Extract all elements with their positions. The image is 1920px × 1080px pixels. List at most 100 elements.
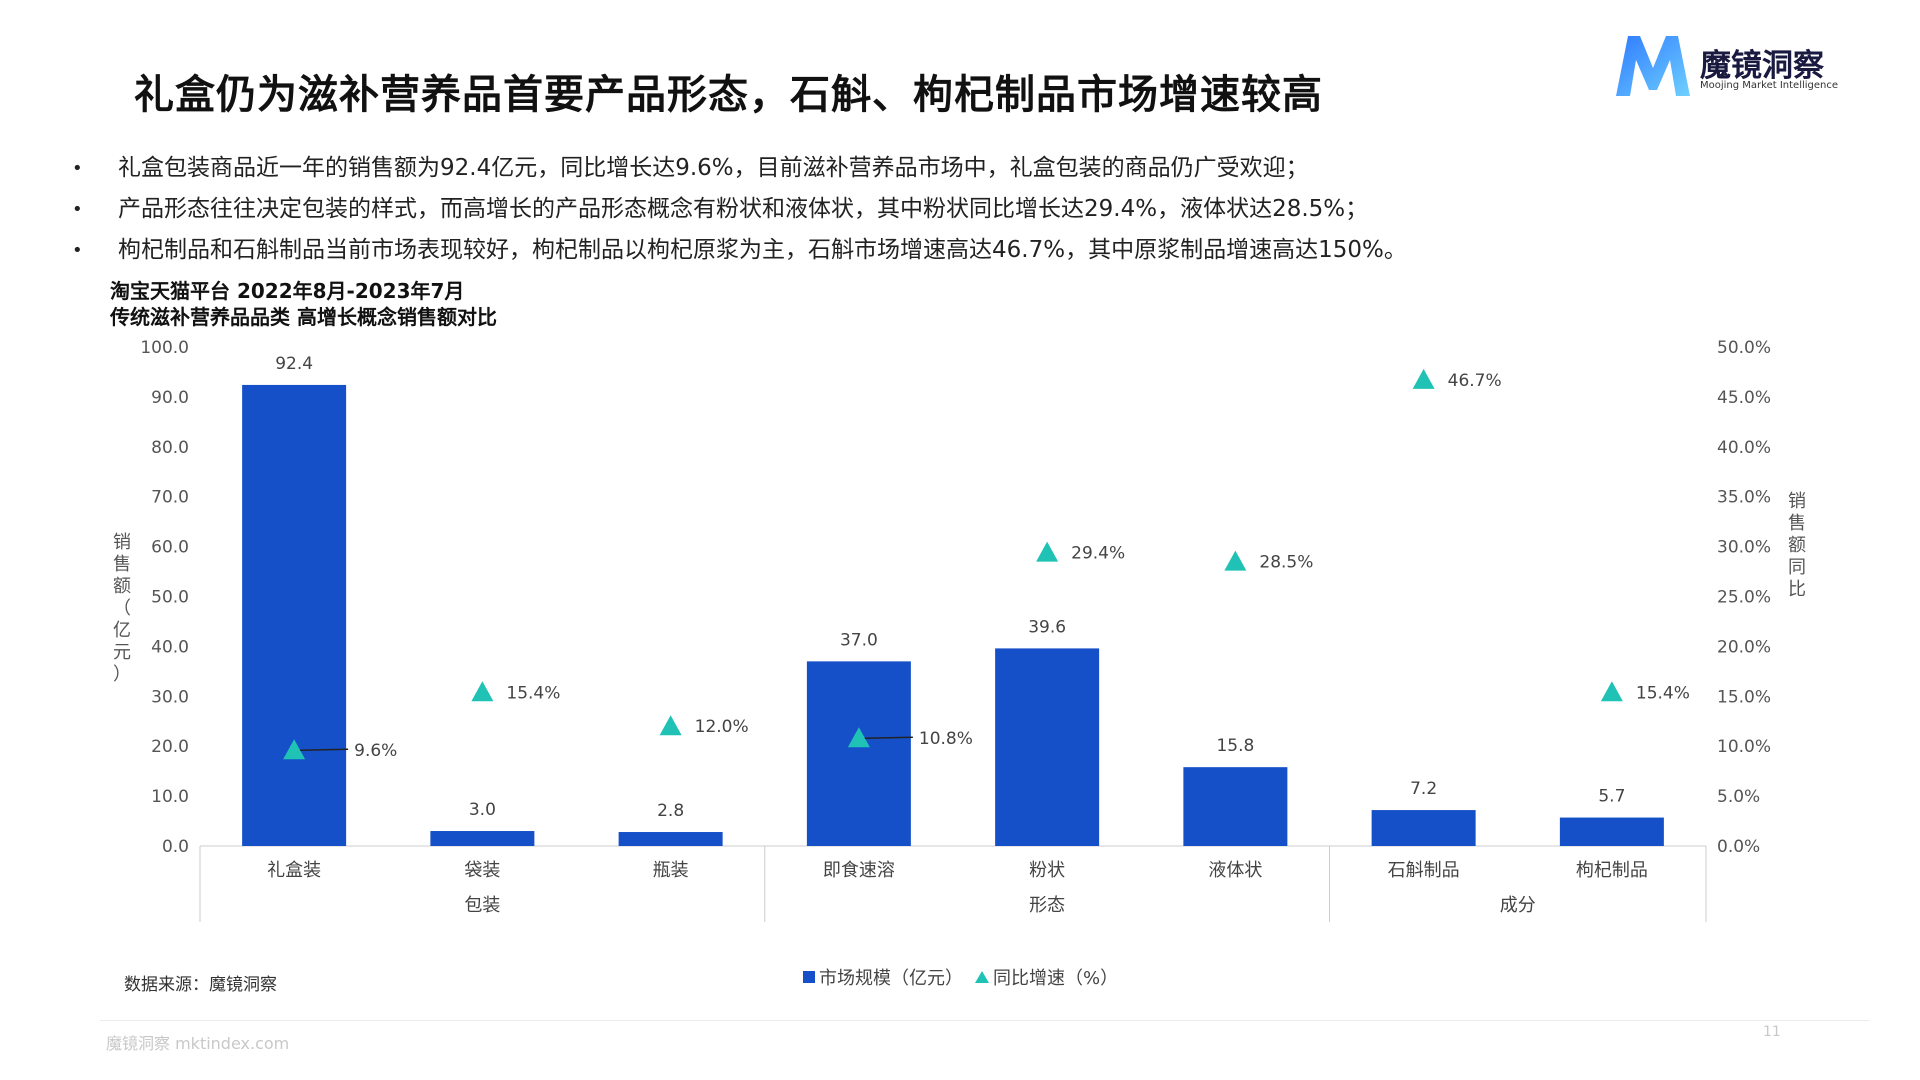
- y2-tick-label: 5.0%: [1717, 787, 1760, 807]
- category-label: 礼盒装: [267, 860, 321, 881]
- growth-value-label: 15.4%: [1636, 683, 1690, 703]
- legend-bar-swatch: [803, 971, 815, 983]
- growth-value-label: 46.7%: [1448, 371, 1502, 391]
- y2-axis-label-char: 额: [1788, 535, 1806, 556]
- y-tick-label: 30.0: [151, 687, 189, 707]
- growth-value-label: 15.4%: [506, 683, 560, 703]
- growth-value-label: 9.6%: [354, 741, 397, 761]
- y-tick-label: 20.0: [151, 737, 189, 757]
- growth-triangle-marker: [1600, 681, 1623, 702]
- y2-axis-label-char: 销: [1788, 491, 1806, 512]
- y-axis-label-char: 销: [113, 532, 131, 553]
- legend-marker-label: 同比增速（%）: [993, 968, 1119, 989]
- category-label: 枸杞制品: [1576, 860, 1648, 881]
- y-tick-label: 100.0: [140, 338, 189, 358]
- y-tick-label: 70.0: [151, 488, 189, 508]
- category-label: 液体状: [1208, 860, 1262, 881]
- growth-label-leader: [864, 736, 913, 739]
- footer-brand: 魔镜洞察 mktindex.com: [106, 1034, 290, 1053]
- y2-tick-label: 30.0%: [1717, 538, 1771, 558]
- growth-triangle-marker: [1224, 550, 1247, 571]
- bar-value-label: 15.8: [1216, 736, 1254, 756]
- growth-triangle-marker: [471, 681, 494, 702]
- bar-chart: 0.0 10.0 20.0 30.0 40.0 50.0 60.0 70.0 80.0 90.0 1…: [113, 338, 1806, 922]
- chart-legend: 市场规模（亿元） 同比增速（%）: [803, 964, 1118, 990]
- y-axis-label-char: ）: [113, 664, 131, 685]
- logo: 魔镜洞察 Moojing Market Intelligence: [1612, 30, 1852, 105]
- data-source: 数据来源：魔镜洞察: [124, 975, 277, 995]
- bullet-item: 礼盒包装商品近一年的销售额为92.4亿元，同比增长达9.6%，目前滋补营养品市场…: [72, 148, 1407, 189]
- bullet-list: 礼盒包装商品近一年的销售额为92.4亿元，同比增长达9.6%，目前滋补营养品市场…: [72, 148, 1407, 271]
- group-label: 包装: [464, 895, 500, 916]
- bar-value-label: 2.8: [657, 801, 684, 821]
- category-label: 即食速溶: [823, 860, 895, 881]
- logo-name: 魔镜洞察: [1700, 48, 1824, 84]
- y-tick-label: 80.0: [151, 438, 189, 458]
- bar-value-label: 37.0: [840, 630, 878, 650]
- bar-value-label: 7.2: [1410, 779, 1437, 799]
- logo-subtitle: Moojing Market Intelligence: [1700, 80, 1839, 91]
- y2-tick-label: 35.0%: [1717, 488, 1771, 508]
- y2-axis-label-char: 售: [1788, 513, 1806, 534]
- y2-tick-label: 0.0%: [1717, 837, 1760, 857]
- growth-label-leader: [300, 748, 349, 751]
- footer-divider: [100, 1020, 1870, 1021]
- bar: [1371, 810, 1476, 846]
- bar-value-label: 92.4: [275, 354, 313, 374]
- chart-title-line: 淘宝天猫平台 2022年8月-2023年7月: [110, 279, 465, 303]
- category-label: 石斛制品: [1388, 860, 1460, 881]
- y-axis-label-char: 亿: [113, 620, 131, 641]
- bar: [995, 648, 1100, 846]
- growth-value-label: 28.5%: [1259, 553, 1313, 573]
- legend-bar-label: 市场规模（亿元）: [819, 968, 963, 989]
- group-label: 成分: [1500, 895, 1536, 916]
- chart-title: 淘宝天猫平台 2022年8月-2023年7月 传统滋补营养品品类 高增长概念销售…: [110, 278, 497, 330]
- logo-m-icon: [1616, 36, 1690, 96]
- y-axis-label-char: 售: [113, 554, 131, 575]
- page-number: 11: [1763, 1024, 1781, 1040]
- legend-triangle-icon: [975, 971, 989, 983]
- y2-tick-label: 20.0%: [1717, 637, 1771, 657]
- y2-axis-label-char: 同: [1788, 557, 1806, 578]
- bar: [242, 384, 347, 846]
- y2-tick-label: 25.0%: [1717, 588, 1771, 608]
- y-tick-label: 90.0: [151, 388, 189, 408]
- growth-triangle-marker: [847, 727, 870, 748]
- y-tick-label: 40.0: [151, 637, 189, 657]
- bar-value-label: 5.7: [1598, 787, 1625, 807]
- category-label: 瓶装: [653, 860, 689, 881]
- y-tick-label: 60.0: [151, 538, 189, 558]
- bullet-item: 产品形态往往决定包装的样式，而高增长的产品形态概念有粉状和液体状，其中粉状同比增…: [72, 189, 1407, 230]
- growth-triangle-marker: [1412, 368, 1435, 389]
- y-tick-label: 10.0: [151, 787, 189, 807]
- y2-tick-label: 15.0%: [1717, 687, 1771, 707]
- y-tick-label: 0.0: [162, 837, 189, 857]
- growth-value-label: 29.4%: [1071, 544, 1125, 564]
- growth-value-label: 10.8%: [919, 729, 973, 749]
- bar: [806, 661, 911, 846]
- growth-triangle-marker: [283, 739, 306, 760]
- y2-tick-label: 50.0%: [1717, 338, 1771, 358]
- y2-tick-label: 45.0%: [1717, 388, 1771, 408]
- bar: [618, 832, 723, 846]
- growth-triangle-marker: [659, 715, 682, 736]
- category-label: 粉状: [1029, 860, 1065, 881]
- y2-tick-label: 10.0%: [1717, 737, 1771, 757]
- bar: [1559, 817, 1664, 846]
- y-axis-label-char: （: [113, 598, 131, 619]
- bar-value-label: 3.0: [469, 800, 496, 820]
- chart-subtitle-line: 传统滋补营养品品类 高增长概念销售额对比: [110, 305, 497, 329]
- bar: [430, 831, 535, 846]
- group-label: 形态: [1029, 895, 1065, 916]
- bullet-item: 枸杞制品和石斛制品当前市场表现较好，枸杞制品以枸杞原浆为主，石斛市场增速高达46…: [72, 230, 1407, 271]
- growth-triangle-marker: [1036, 541, 1059, 562]
- bar-value-label: 39.6: [1028, 617, 1066, 637]
- y-axis-label-char: 额: [113, 576, 131, 597]
- y2-tick-label: 40.0%: [1717, 438, 1771, 458]
- y-axis-label-char: 元: [113, 642, 131, 663]
- page-title: 礼盒仍为滋补营养品首要产品形态，石斛、枸杞制品市场增速较高: [134, 72, 1323, 118]
- category-label: 袋装: [464, 860, 500, 881]
- y2-axis-label-char: 比: [1788, 579, 1806, 600]
- growth-value-label: 12.0%: [695, 717, 749, 737]
- y-tick-label: 50.0: [151, 588, 189, 608]
